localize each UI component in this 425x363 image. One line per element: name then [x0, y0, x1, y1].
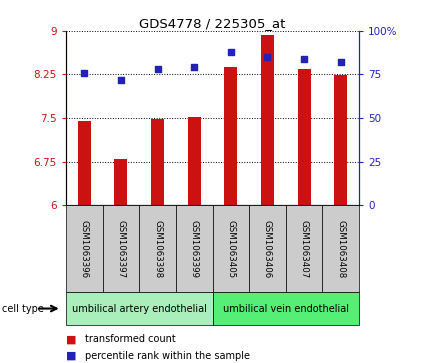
Text: umbilical vein endothelial: umbilical vein endothelial	[223, 303, 349, 314]
Text: transformed count: transformed count	[85, 334, 176, 344]
Bar	[298, 69, 311, 205]
Bar	[212, 292, 359, 325]
Bar	[78, 121, 91, 205]
Bar	[261, 35, 274, 205]
Point	[227, 49, 234, 55]
Point	[264, 54, 271, 60]
Point	[154, 66, 161, 72]
Bar	[151, 119, 164, 205]
Text: GSM1063396: GSM1063396	[80, 220, 89, 278]
Text: GSM1063406: GSM1063406	[263, 220, 272, 278]
Bar	[212, 205, 249, 292]
Point	[191, 65, 198, 70]
Text: GSM1063397: GSM1063397	[116, 220, 125, 278]
Point	[81, 70, 88, 76]
Bar	[323, 205, 359, 292]
Point	[301, 56, 308, 62]
Bar	[334, 75, 347, 205]
Title: GDS4778 / 225305_at: GDS4778 / 225305_at	[139, 17, 286, 30]
Text: ■: ■	[66, 334, 80, 344]
Text: ■: ■	[66, 351, 80, 361]
Bar	[176, 205, 212, 292]
Text: GSM1063407: GSM1063407	[300, 220, 309, 278]
Bar	[139, 205, 176, 292]
Bar	[249, 205, 286, 292]
Bar	[188, 117, 201, 205]
Bar	[224, 68, 237, 205]
Bar	[66, 205, 102, 292]
Text: GSM1063408: GSM1063408	[336, 220, 345, 278]
Text: GSM1063399: GSM1063399	[190, 220, 198, 278]
Bar	[286, 205, 323, 292]
Text: percentile rank within the sample: percentile rank within the sample	[85, 351, 250, 361]
Text: cell type: cell type	[2, 303, 44, 314]
Point	[117, 77, 124, 82]
Text: umbilical artery endothelial: umbilical artery endothelial	[72, 303, 207, 314]
Text: GSM1063398: GSM1063398	[153, 220, 162, 278]
Text: GSM1063405: GSM1063405	[227, 220, 235, 278]
Point	[337, 59, 344, 65]
Bar	[66, 292, 212, 325]
Bar	[102, 205, 139, 292]
Bar	[114, 159, 127, 205]
